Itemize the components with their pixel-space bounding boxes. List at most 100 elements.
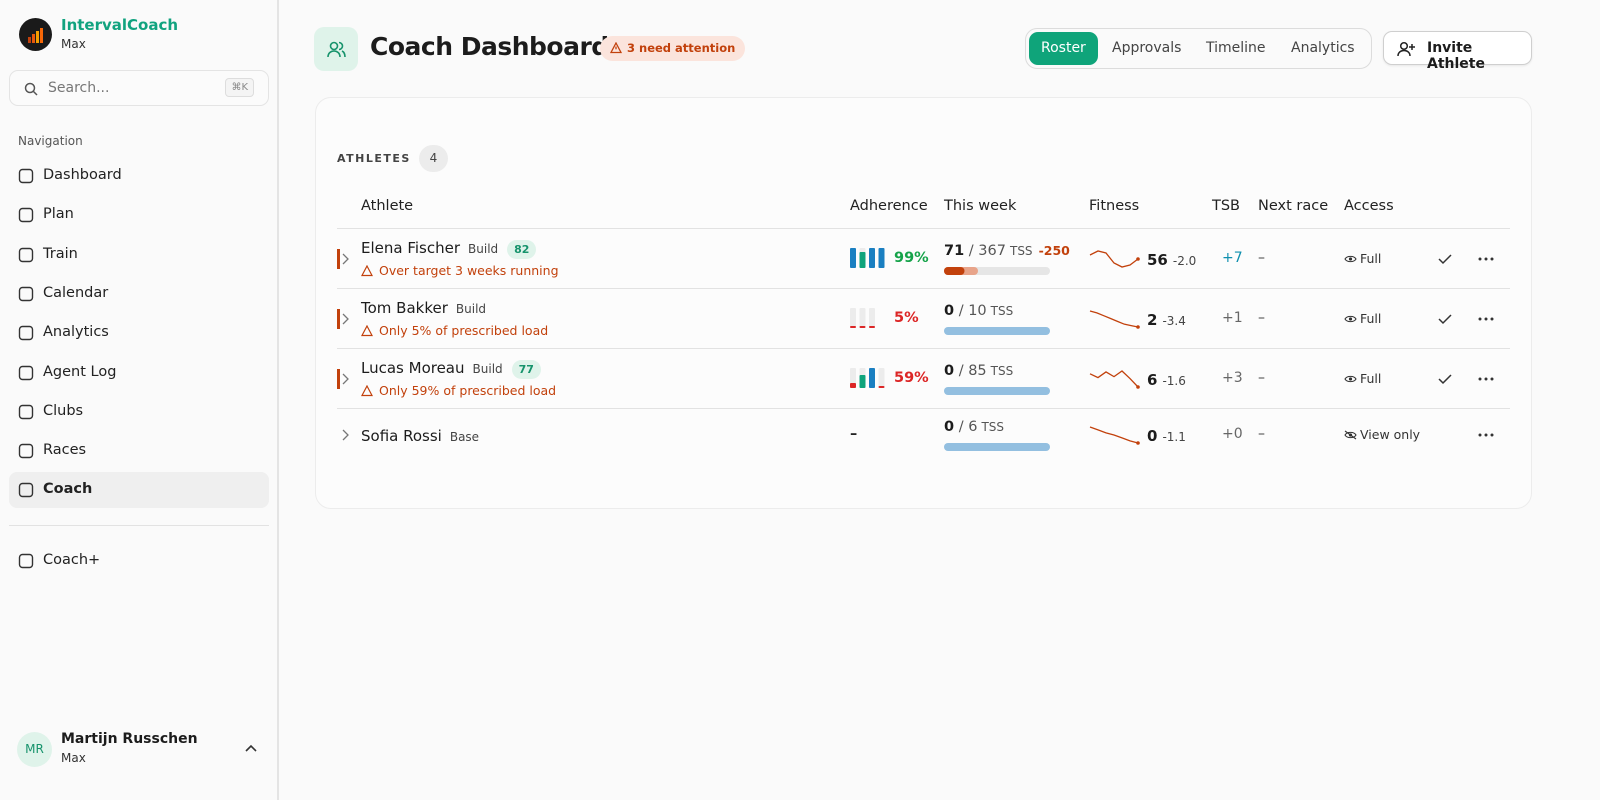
access[interactable]: View only xyxy=(1344,427,1420,442)
nav-icon-shape xyxy=(18,286,34,302)
tsb: +7 xyxy=(1222,249,1243,266)
column-header: Fitness xyxy=(1089,198,1140,214)
access[interactable]: Full xyxy=(1344,251,1381,266)
nav-icon-shape xyxy=(18,365,34,380)
adherence-value: – xyxy=(850,426,858,442)
fitness-endpoint xyxy=(1136,384,1140,389)
logo-mark xyxy=(28,28,43,43)
nav-item[interactable]: Plan xyxy=(9,197,269,233)
next-race: – xyxy=(1258,309,1265,326)
user-menu-toggle[interactable] xyxy=(245,744,257,752)
nav-icon xyxy=(18,247,34,262)
week-progress xyxy=(944,266,1050,275)
warning-icon xyxy=(361,265,373,277)
eye-pupil xyxy=(1348,256,1353,261)
sidebar: IntervalCoach Max Search... ⌘K Navigatio… xyxy=(0,0,279,800)
expand-chevron[interactable] xyxy=(342,313,350,325)
adherence-bar xyxy=(869,367,875,388)
tab[interactable]: Approvals xyxy=(1112,40,1182,56)
tab[interactable]: Timeline xyxy=(1206,40,1266,56)
nav-icon-shape xyxy=(18,404,34,419)
more-dot xyxy=(1490,317,1494,320)
adherence-value: 99% xyxy=(894,249,929,266)
more-menu[interactable] xyxy=(1478,257,1494,261)
nav-item[interactable]: Agent Log xyxy=(9,355,269,391)
week-unit: TSS xyxy=(990,363,1014,378)
column-header: Athlete xyxy=(361,198,414,214)
access[interactable]: Full xyxy=(1344,311,1381,326)
phase: Build xyxy=(468,242,499,256)
avatar[interactable]: MR xyxy=(17,732,52,767)
athlete-row[interactable]: Tom Bakker Build Only 5% of prescribed loa… xyxy=(337,289,1510,348)
nav-label: Coach xyxy=(43,481,93,498)
row-rule xyxy=(337,288,1510,289)
week-unit: TSS xyxy=(1009,243,1033,258)
approve-check[interactable] xyxy=(1438,373,1452,385)
more-menu[interactable] xyxy=(1478,317,1494,321)
check-shape xyxy=(1438,253,1452,264)
expand-chevron[interactable] xyxy=(342,429,350,441)
approve-check[interactable] xyxy=(1438,253,1452,265)
nav-icon-shape xyxy=(18,483,34,498)
adherence-bar xyxy=(869,247,875,268)
chevron-shape xyxy=(342,313,349,324)
progress-track xyxy=(944,443,1050,451)
section-heading: ATHLETES xyxy=(337,152,411,165)
warning-icon xyxy=(361,325,373,337)
adherence-bars xyxy=(850,307,875,328)
nav-item[interactable]: Calendar xyxy=(9,276,269,312)
header-icon xyxy=(314,27,358,71)
fitness-value: 2 -3.4 xyxy=(1147,310,1186,329)
nav-item[interactable]: Coach xyxy=(9,472,269,509)
score-badge: 77 xyxy=(511,360,541,379)
nav-item[interactable]: Coach+ xyxy=(9,543,269,579)
alert-text: Over target 3 weeks running xyxy=(379,263,559,278)
row-rule xyxy=(337,408,1510,409)
nav-label: Plan xyxy=(43,206,74,223)
nav-item[interactable]: Clubs xyxy=(9,394,269,430)
fitness-number: 2 xyxy=(1147,310,1158,329)
athlete-name: Elena Fischer xyxy=(361,239,461,257)
row-rule xyxy=(337,348,1510,349)
tab[interactable]: Analytics xyxy=(1291,40,1355,56)
alert-text: Only 5% of prescribed load xyxy=(379,323,549,338)
nav-label: Coach+ xyxy=(43,552,101,568)
nav-label: Dashboard xyxy=(43,167,122,183)
nav-item[interactable]: Races xyxy=(9,433,269,469)
nav-label: Clubs xyxy=(43,402,84,419)
more-menu[interactable] xyxy=(1478,433,1494,437)
attention-badge[interactable]: 3 need attention xyxy=(600,36,746,61)
nav-item[interactable]: Train xyxy=(9,237,269,273)
adherence-value: 59% xyxy=(894,369,929,386)
expand-chevron[interactable] xyxy=(342,253,350,265)
more-menu[interactable] xyxy=(1478,377,1494,381)
tsb: +3 xyxy=(1222,369,1243,386)
week-sep: / xyxy=(954,362,969,379)
nav-label: Calendar xyxy=(43,284,109,301)
week-delta: -250 xyxy=(1038,242,1070,258)
approve-check[interactable] xyxy=(1438,313,1452,325)
nav-icon xyxy=(18,553,34,569)
next-race: – xyxy=(1258,369,1265,386)
nav-item[interactable]: Dashboard xyxy=(9,158,269,194)
nav-icon xyxy=(18,404,34,419)
nav-icon-shape xyxy=(18,325,34,341)
tab[interactable]: Roster xyxy=(1029,32,1098,65)
search-icon xyxy=(24,82,38,96)
eye-shape xyxy=(1344,255,1357,262)
search[interactable]: Search... ⌘K xyxy=(9,70,269,106)
expand-chevron[interactable] xyxy=(342,373,350,385)
invite-button[interactable]: Invite Athlete xyxy=(1383,31,1532,72)
logo[interactable] xyxy=(19,18,52,51)
access[interactable]: Full xyxy=(1344,371,1381,386)
adherence-bar xyxy=(859,325,866,328)
athlete-row[interactable]: Lucas Moreau Build 77 Only 59% of prescribe… xyxy=(337,349,1510,408)
athlete-row[interactable]: Sofia Rossi Base –0 / 6 TSS 0 -1.1 +0– View onl… xyxy=(337,409,1510,461)
column-header: Adherence xyxy=(850,198,928,214)
badge-text: 3 need attention xyxy=(627,41,736,55)
fitness-sparkline xyxy=(1089,249,1140,268)
nav-item[interactable]: Analytics xyxy=(9,315,269,351)
athlete-row[interactable]: Elena Fischer Build 82 Over target 3 weeks … xyxy=(337,229,1510,288)
week-load: 71 / 367 TSS -250 xyxy=(944,243,1070,259)
alert-line: Over target 3 weeks running xyxy=(361,263,559,278)
